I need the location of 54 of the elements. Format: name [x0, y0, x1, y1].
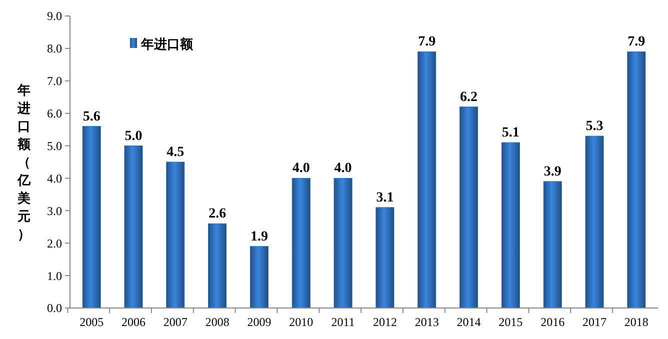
text: 4.0: [292, 161, 310, 176]
text: 7.9: [418, 34, 436, 50]
x-tick-label: 2016: [540, 315, 565, 329]
bar: [585, 136, 604, 308]
text: 5.0: [124, 128, 142, 144]
x-tick-label: 2018: [624, 315, 648, 329]
x-tick-label: 2017: [582, 315, 607, 329]
bar: [166, 162, 185, 308]
y-tick-label: 8.0: [47, 42, 62, 56]
x-tick-label: 2011: [331, 315, 355, 329]
x-tick-label: 2008: [205, 315, 230, 329]
y-tick-label: 0.0: [47, 301, 62, 316]
bar: [208, 223, 227, 308]
text: 5.1: [502, 126, 520, 141]
x-tick-label: 2006: [121, 315, 146, 329]
bar: [418, 51, 436, 308]
y-tick-label: 7.0: [47, 74, 62, 88]
x-tick-label: 2005: [80, 315, 104, 329]
text: 3.9: [544, 164, 562, 180]
bar: [124, 146, 143, 308]
text: 3.1: [376, 190, 394, 206]
bar: [292, 178, 310, 308]
bar: [82, 126, 101, 308]
legend-label: 年进口额: [140, 36, 194, 53]
bar: [250, 246, 268, 308]
x-tick-label: 2014: [456, 315, 481, 329]
y-tick-label: 6.0: [47, 106, 62, 121]
text: 年进口额（亿美元）: [18, 84, 30, 243]
x-tick-label: 2013: [414, 315, 439, 329]
bar: [627, 51, 646, 308]
text: 4.0: [334, 161, 352, 176]
text: 5.6: [82, 109, 100, 124]
x-tick-label: 2015: [498, 315, 523, 329]
x-tick-label: 2010: [289, 315, 314, 329]
x-tick-label: 2007: [163, 315, 188, 329]
x-tick-label: 2012: [372, 315, 397, 329]
text: 5.3: [586, 119, 604, 134]
y-tick-label: 4.0: [47, 171, 62, 186]
bar: [543, 181, 562, 308]
y-tick-label: 5.0: [47, 138, 62, 153]
text: 4.5: [166, 145, 184, 160]
bar: [376, 207, 394, 308]
x-tick-label: 2009: [247, 315, 272, 329]
text: 2.6: [208, 206, 226, 222]
y-tick-label: 2.0: [47, 236, 62, 250]
text: 6.2: [460, 90, 478, 105]
text: 7.9: [628, 34, 646, 50]
text: 1.9: [250, 229, 268, 244]
y-tick-label: 9.0: [47, 9, 62, 24]
y-tick-label: 3.0: [47, 204, 62, 218]
y-tick-label: 1.0: [47, 268, 62, 283]
bar: [334, 178, 352, 308]
bar: [460, 106, 478, 308]
bar: [501, 142, 520, 308]
